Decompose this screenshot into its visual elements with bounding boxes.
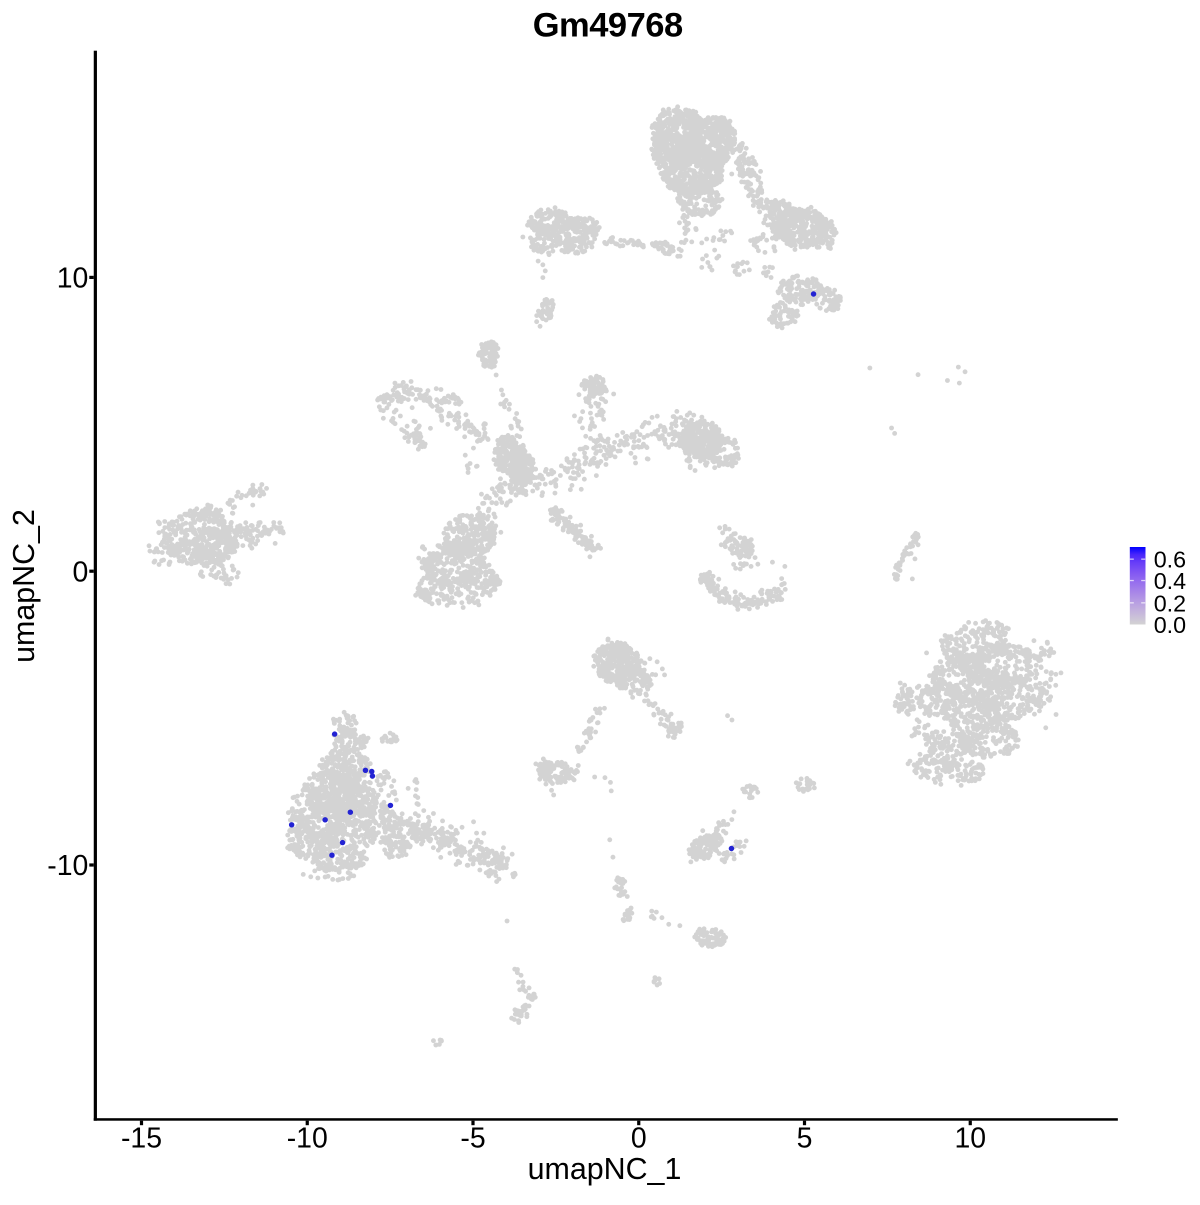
svg-text:-15: -15: [121, 1123, 162, 1155]
svg-text:0: 0: [631, 1123, 647, 1155]
svg-text:0.2: 0.2: [1154, 590, 1186, 616]
svg-text:-10: -10: [47, 850, 88, 882]
svg-text:umapNC_2: umapNC_2: [7, 509, 41, 663]
svg-text:0: 0: [73, 556, 89, 588]
svg-text:5: 5: [797, 1123, 813, 1155]
svg-text:-10: -10: [287, 1123, 328, 1155]
svg-text:10: 10: [954, 1123, 986, 1155]
svg-text:-5: -5: [460, 1123, 485, 1155]
svg-text:10: 10: [57, 263, 89, 295]
svg-text:0.4: 0.4: [1154, 568, 1186, 594]
svg-text:0.6: 0.6: [1154, 547, 1186, 573]
svg-text:Gm49768: Gm49768: [533, 6, 683, 44]
svg-text:0.0: 0.0: [1154, 612, 1186, 638]
svg-text:umapNC_1: umapNC_1: [528, 1152, 682, 1186]
